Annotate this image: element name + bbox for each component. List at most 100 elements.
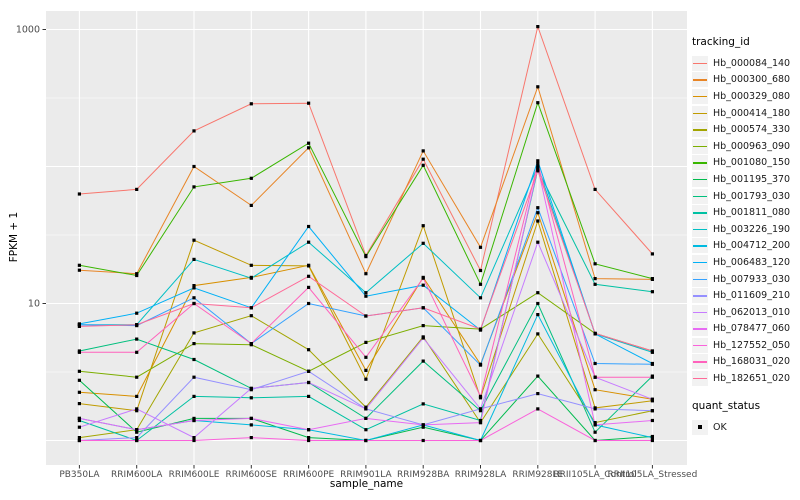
data-point (77, 263, 81, 267)
legend-entry: Hb_000300_680 (692, 72, 798, 89)
data-point (364, 405, 368, 409)
data-point (650, 290, 654, 294)
data-point (536, 169, 540, 173)
data-point (421, 324, 425, 328)
data-point (249, 396, 253, 400)
data-point (536, 240, 540, 244)
legend-line-icon (693, 245, 707, 247)
legend-entry: Hb_062013_010 (692, 304, 798, 321)
data-point (593, 361, 597, 366)
legend-entry-label: Hb_000300_680 (713, 74, 791, 86)
legend-line-icon (693, 228, 707, 231)
data-point (249, 102, 253, 106)
data-point (421, 163, 425, 167)
legend-key-swatch (692, 371, 708, 387)
legend-line-icon (693, 178, 707, 181)
legend-key-swatch (692, 238, 708, 254)
legend-entry-label: Hb_127552_050 (713, 339, 791, 351)
data-point (421, 336, 425, 340)
data-point (307, 369, 311, 373)
legend: tracking_id Hb_000084_140 Hb_000300_680 Hb… (692, 36, 798, 435)
data-point (593, 282, 597, 286)
data-point (192, 296, 196, 300)
legend-key-swatch (692, 337, 708, 353)
data-point (364, 355, 368, 359)
legend-line-icon (693, 129, 707, 131)
data-point (650, 436, 654, 440)
data-point (593, 187, 597, 191)
data-point (307, 438, 311, 443)
data-point (593, 430, 597, 434)
legend-key-swatch (692, 254, 708, 270)
legend-entry-label: Hb_000574_330 (713, 124, 791, 136)
legend-key-swatch (692, 171, 708, 187)
data-point (135, 311, 139, 315)
data-point (249, 203, 253, 207)
data-point (77, 416, 81, 420)
data-point (192, 416, 196, 420)
legend-entry: Hb_127552_050 (692, 337, 798, 354)
data-point (421, 402, 425, 406)
legend-entry-label: Hb_000414_180 (713, 107, 791, 119)
data-point (364, 340, 368, 344)
legend-key-swatch (692, 138, 708, 154)
legend-entry-label: Hb_062013_010 (713, 306, 791, 318)
data-point (307, 101, 311, 105)
data-point (536, 301, 540, 306)
data-point (135, 438, 139, 443)
legend-line-icon (693, 62, 707, 65)
data-point (135, 430, 139, 434)
data-point (478, 327, 483, 331)
legend-line-icon (693, 79, 707, 81)
legend-line-icon (693, 195, 707, 197)
data-point (364, 416, 368, 420)
x-axis-title: sample_name (329, 478, 404, 490)
data-point (478, 363, 483, 367)
data-point (307, 428, 311, 432)
legend-key-swatch (692, 304, 708, 320)
data-point (421, 157, 425, 161)
data-point (650, 277, 654, 281)
data-point (478, 282, 483, 286)
data-point (135, 323, 139, 327)
data-point (536, 332, 540, 336)
data-point (307, 285, 311, 289)
data-point (307, 394, 311, 398)
data-point (478, 438, 483, 443)
legend-entry: Hb_078477_060 (692, 321, 798, 338)
legend-line-icon (693, 145, 707, 148)
point-marker-icon (698, 425, 702, 430)
legend-line-icon (693, 212, 707, 214)
data-point (307, 224, 311, 229)
data-point (77, 268, 81, 272)
data-point (536, 25, 540, 29)
legend-title-quant-status: quant_status (692, 399, 761, 412)
data-point (249, 416, 253, 420)
data-point (478, 418, 483, 423)
data-point (364, 255, 368, 259)
legend-entry: Hb_007933_030 (692, 271, 798, 288)
data-point (135, 187, 139, 191)
legend-entry: Hb_001811_080 (692, 204, 798, 221)
legend-entry: Hb_000329_080 (692, 88, 798, 105)
data-point (135, 407, 139, 411)
legend-entry-label: Hb_006483_120 (713, 256, 791, 268)
legend-line-icon (693, 112, 707, 114)
legend-key-swatch (692, 188, 708, 204)
data-point (192, 438, 196, 443)
x-tick-label: RRIM928LE (512, 470, 563, 480)
data-point (135, 350, 139, 354)
legend-entry-label: Hb_001793_030 (713, 190, 791, 202)
data-point (536, 211, 540, 215)
data-point (77, 436, 81, 440)
x-tick-label: RRIM928LA (455, 470, 507, 480)
data-point (135, 337, 139, 341)
data-point (421, 423, 425, 427)
data-point (135, 272, 139, 276)
data-point (421, 224, 425, 228)
data-point (536, 313, 540, 317)
data-point (192, 257, 196, 261)
legend-entry: Hb_000414_180 (692, 105, 798, 122)
data-point (364, 368, 368, 372)
legend-key-swatch (692, 122, 708, 138)
